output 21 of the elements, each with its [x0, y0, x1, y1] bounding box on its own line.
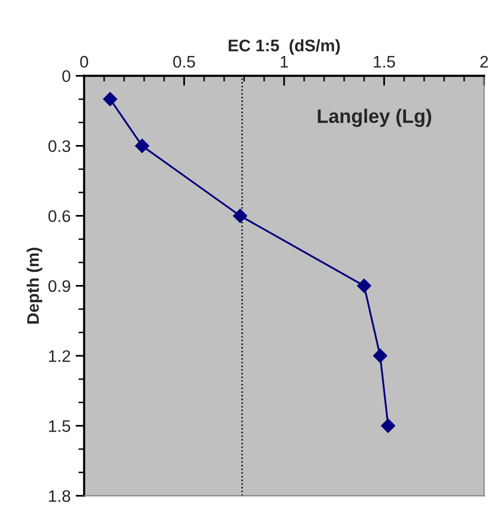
- point: [373, 348, 388, 363]
- y-tick-label: 0: [62, 70, 70, 82]
- x-tick-label: 0.5: [173, 56, 196, 68]
- point: [135, 138, 150, 153]
- y-tick-label: 0.6: [48, 210, 70, 222]
- y-tick-label: 0.3: [48, 140, 70, 152]
- x-tick-label: 1: [280, 56, 288, 68]
- y-tick-label: 1.8: [49, 490, 70, 502]
- x-tick-label: 0: [80, 56, 88, 68]
- point: [357, 278, 372, 293]
- y-tick-label: 1.2: [49, 350, 70, 362]
- point: [103, 92, 118, 106]
- y-axis-title: Depth (m): [26, 248, 42, 324]
- annotation: Langley (Lg): [318, 108, 432, 127]
- x-tick-label: 2: [480, 56, 488, 68]
- x-tick-label: 1.5: [374, 56, 396, 68]
- point: [381, 418, 396, 433]
- point: [233, 208, 248, 223]
- x-axis-title: EC 1:5 (dS/m): [228, 39, 340, 55]
- y-tick-label: 1.5: [49, 420, 70, 432]
- y-tick-label: 0.9: [48, 280, 70, 292]
